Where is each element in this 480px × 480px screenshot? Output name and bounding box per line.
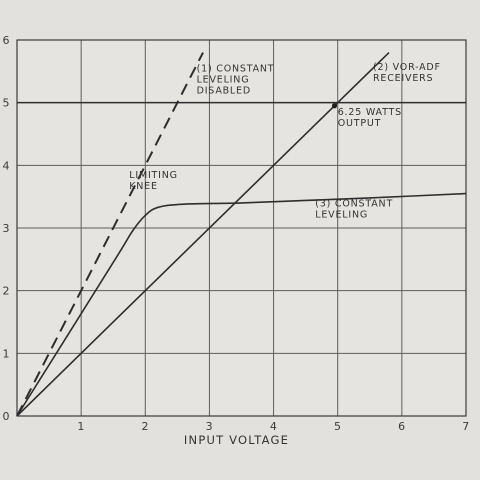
y-tick-label-2: 2	[3, 285, 11, 298]
annotation-series3-line-2: LEVELING	[315, 210, 368, 221]
annotation-series2-line-1: (2) VOR-ADF	[373, 62, 441, 73]
y-tick-label-6: 6	[3, 34, 11, 47]
annotation-series3: (3) CONSTANT LEVELING	[315, 199, 393, 221]
y-tick-label-0: 0	[3, 410, 11, 423]
y-tick-label-5: 5	[3, 97, 11, 110]
series-line-1	[16, 52, 204, 417]
annotation-series2: (2) VOR-ADF RECEIVERS	[373, 62, 441, 84]
x-tick-label-2: 2	[142, 420, 150, 433]
annotation-output: 6.25 WATTS OUTPUT	[338, 107, 402, 129]
x-axis-title: INPUT VOLTAGE	[184, 433, 289, 447]
annotation-series1-line-1: (1) CONSTANT	[197, 63, 275, 74]
annotation-series1-line-2: LEVELING	[197, 74, 250, 85]
x-tick-label-5: 5	[334, 420, 342, 433]
annotation-series1: (1) CONSTANT LEVELING DISABLED	[197, 63, 275, 96]
annotation-series1-line-3: DISABLED	[197, 85, 251, 96]
x-tick-label-1: 1	[77, 420, 85, 433]
plot-frame	[16, 39, 467, 417]
x-tick-label-7: 7	[462, 420, 470, 433]
annotation-knee: LIMITING KNEE	[129, 170, 178, 192]
y-tick-label-1: 1	[3, 347, 11, 360]
annotation-series2-line-2: RECEIVERS	[373, 73, 433, 84]
annotation-knee-line-2: KNEE	[129, 181, 158, 192]
y-tick-label-3: 3	[3, 222, 11, 235]
x-tick-label-4: 4	[270, 420, 278, 433]
marker-point	[331, 103, 338, 109]
series-line-2	[16, 51, 390, 417]
annotation-output-line-2: OUTPUT	[338, 118, 382, 129]
annotation-series3-line-1: (3) CONSTANT	[315, 199, 393, 210]
annotation-knee-line-1: LIMITING	[129, 170, 178, 181]
x-tick-label-3: 3	[206, 420, 214, 433]
series-line-3	[16, 192, 467, 417]
y-tick-label-4: 4	[3, 159, 11, 172]
x-tick-label-6: 6	[398, 420, 406, 433]
annotation-output-line-1: 6.25 WATTS	[338, 107, 402, 118]
